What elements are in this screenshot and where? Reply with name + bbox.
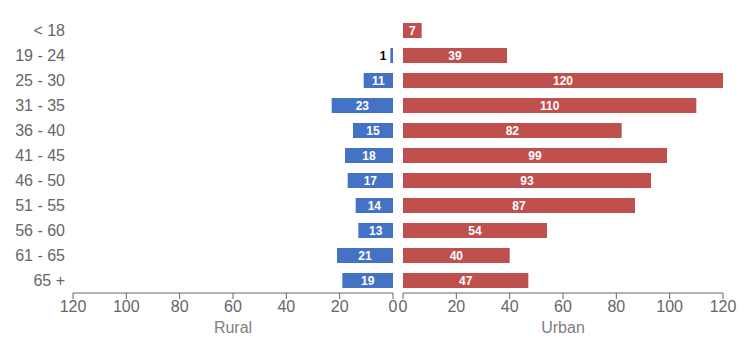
svg-text:100: 100 (113, 298, 140, 315)
svg-text:54: 54 (468, 224, 482, 238)
svg-text:56 - 60: 56 - 60 (15, 222, 65, 239)
svg-text:40: 40 (450, 249, 464, 263)
svg-text:7: 7 (409, 24, 416, 38)
svg-text:19: 19 (361, 274, 375, 288)
svg-text:31 - 35: 31 - 35 (15, 97, 65, 114)
svg-text:60: 60 (224, 298, 242, 315)
svg-text:< 18: < 18 (33, 22, 65, 39)
svg-text:13: 13 (369, 224, 383, 238)
svg-text:80: 80 (171, 298, 189, 315)
svg-text:65 +: 65 + (33, 272, 65, 289)
svg-text:87: 87 (512, 199, 526, 213)
svg-text:46 - 50: 46 - 50 (15, 172, 65, 189)
svg-text:110: 110 (540, 99, 560, 113)
svg-text:25 - 30: 25 - 30 (15, 72, 65, 89)
svg-text:21: 21 (358, 249, 372, 263)
svg-text:40: 40 (277, 298, 295, 315)
svg-text:120: 120 (710, 298, 737, 315)
svg-text:120: 120 (553, 74, 573, 88)
svg-text:60: 60 (554, 298, 572, 315)
svg-text:17: 17 (364, 174, 378, 188)
svg-text:100: 100 (656, 298, 683, 315)
svg-text:41 - 45: 41 - 45 (15, 147, 65, 164)
svg-text:51 - 55: 51 - 55 (15, 197, 65, 214)
svg-text:18: 18 (362, 149, 376, 163)
svg-text:11: 11 (372, 74, 385, 88)
svg-text:39: 39 (448, 49, 462, 63)
svg-text:120: 120 (60, 298, 87, 315)
svg-text:15: 15 (366, 124, 380, 138)
svg-text:14: 14 (368, 199, 382, 213)
svg-text:99: 99 (528, 149, 542, 163)
svg-text:93: 93 (520, 174, 534, 188)
svg-text:Urban: Urban (541, 319, 585, 336)
svg-text:20: 20 (447, 298, 465, 315)
svg-text:1: 1 (380, 49, 387, 63)
svg-text:23: 23 (356, 99, 370, 113)
svg-text:19 - 24: 19 - 24 (15, 47, 65, 64)
svg-text:40: 40 (501, 298, 519, 315)
svg-text:20: 20 (331, 298, 349, 315)
svg-text:0: 0 (399, 298, 408, 315)
svg-text:0: 0 (389, 298, 398, 315)
svg-text:36 - 40: 36 - 40 (15, 122, 65, 139)
svg-text:80: 80 (607, 298, 625, 315)
svg-text:61 - 65: 61 - 65 (15, 247, 65, 264)
svg-text:82: 82 (506, 124, 520, 138)
svg-text:47: 47 (459, 274, 473, 288)
svg-text:Rural: Rural (214, 319, 252, 336)
